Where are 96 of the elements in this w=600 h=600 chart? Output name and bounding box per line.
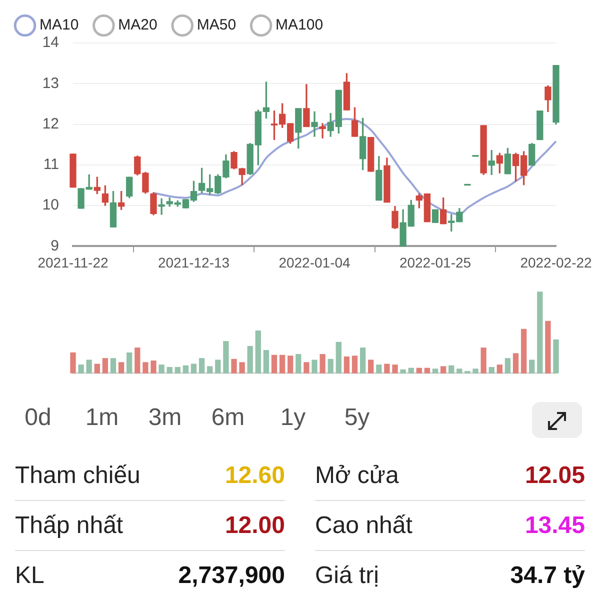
bar xyxy=(504,358,511,374)
bar xyxy=(424,368,430,374)
bar xyxy=(496,364,502,374)
y-tick-label: 9 xyxy=(50,237,59,254)
bar xyxy=(416,368,422,374)
candlestick xyxy=(368,136,374,172)
x-tick-label: 2021-11-22 xyxy=(38,254,108,270)
bar xyxy=(368,360,374,374)
bar xyxy=(472,368,478,374)
bar xyxy=(288,356,294,374)
bar xyxy=(174,367,180,374)
bar xyxy=(304,362,310,374)
bar xyxy=(448,365,454,374)
bar xyxy=(158,364,164,374)
bar xyxy=(190,364,197,374)
text: 12.60 xyxy=(224,462,285,489)
bar xyxy=(456,368,462,374)
text: 2,737,900 xyxy=(178,562,285,589)
category-label: 5y xyxy=(344,404,370,432)
y-tick-label: 12 xyxy=(42,115,59,132)
category-label: 1m xyxy=(85,404,119,432)
category-label: 6m xyxy=(211,404,245,432)
bar xyxy=(344,356,350,374)
bar xyxy=(545,320,551,374)
category-label: Mở cửa xyxy=(315,462,399,490)
legend-label: MA20 xyxy=(118,16,158,34)
bar xyxy=(102,358,108,374)
text: 13.45 xyxy=(524,512,585,539)
bar xyxy=(360,348,366,374)
bar xyxy=(376,364,382,374)
bar xyxy=(142,362,148,374)
category-label: Giá trị xyxy=(315,562,380,590)
bar xyxy=(223,341,229,374)
bar xyxy=(182,365,189,374)
y-tick-label: 10 xyxy=(42,196,59,214)
bar xyxy=(312,360,318,374)
bar xyxy=(480,348,486,374)
bar xyxy=(207,366,213,374)
category-label: 3m xyxy=(148,404,182,432)
candlestick xyxy=(536,110,544,140)
category-label: Cao nhất xyxy=(315,512,412,540)
bar xyxy=(352,356,358,374)
bar xyxy=(392,364,398,374)
bar xyxy=(440,366,446,374)
bar xyxy=(215,360,221,374)
category-label: 0d xyxy=(24,404,52,432)
category-label: KL xyxy=(15,562,44,590)
bar xyxy=(110,358,116,374)
bar xyxy=(320,354,326,374)
x-tick-label: 2021-12-13 xyxy=(158,254,230,270)
legend-label: MA50 xyxy=(196,16,236,34)
bar xyxy=(400,369,406,374)
text: 12.00 xyxy=(224,512,285,539)
bar xyxy=(537,292,543,374)
y-tick-label: 14 xyxy=(42,34,59,52)
bar xyxy=(231,358,237,374)
bar xyxy=(553,339,559,374)
category-label: 1y xyxy=(280,404,306,432)
y-tick-label: 11 xyxy=(43,156,59,174)
category-label: Thấp nhất xyxy=(15,512,124,540)
bar xyxy=(86,360,92,374)
bar xyxy=(432,368,438,374)
bar xyxy=(328,358,334,374)
bar xyxy=(336,342,342,374)
bar xyxy=(166,367,172,374)
bar xyxy=(70,352,76,374)
text: 34.7 tỷ xyxy=(510,562,585,589)
x-tick-label: 2022-01-04 xyxy=(278,254,351,270)
bar xyxy=(408,368,414,374)
bar xyxy=(279,354,286,374)
bar xyxy=(255,330,261,374)
bar xyxy=(247,346,253,374)
x-tick-label: 2022-02-22 xyxy=(520,254,592,270)
bar xyxy=(529,360,535,374)
bar xyxy=(263,350,270,374)
bar xyxy=(520,328,527,374)
candlestick xyxy=(70,154,76,188)
bar xyxy=(296,354,302,374)
bar xyxy=(126,352,132,374)
bar xyxy=(134,348,140,374)
bar xyxy=(488,367,494,374)
category-label: Tham chiếu xyxy=(15,462,140,490)
text: 12.05 xyxy=(524,462,585,489)
bar xyxy=(118,362,124,374)
bar xyxy=(150,360,156,374)
bar xyxy=(94,364,100,374)
bar xyxy=(512,353,519,374)
y-tick-label: 13 xyxy=(42,74,59,92)
bar xyxy=(198,358,205,374)
legend-label: MA100 xyxy=(276,16,324,34)
x-tick-label: 2022-01-25 xyxy=(399,254,472,270)
bar xyxy=(239,362,245,374)
legend-label: MA10 xyxy=(40,16,79,34)
bar xyxy=(78,364,84,374)
bar xyxy=(271,354,278,374)
bar xyxy=(384,364,390,374)
